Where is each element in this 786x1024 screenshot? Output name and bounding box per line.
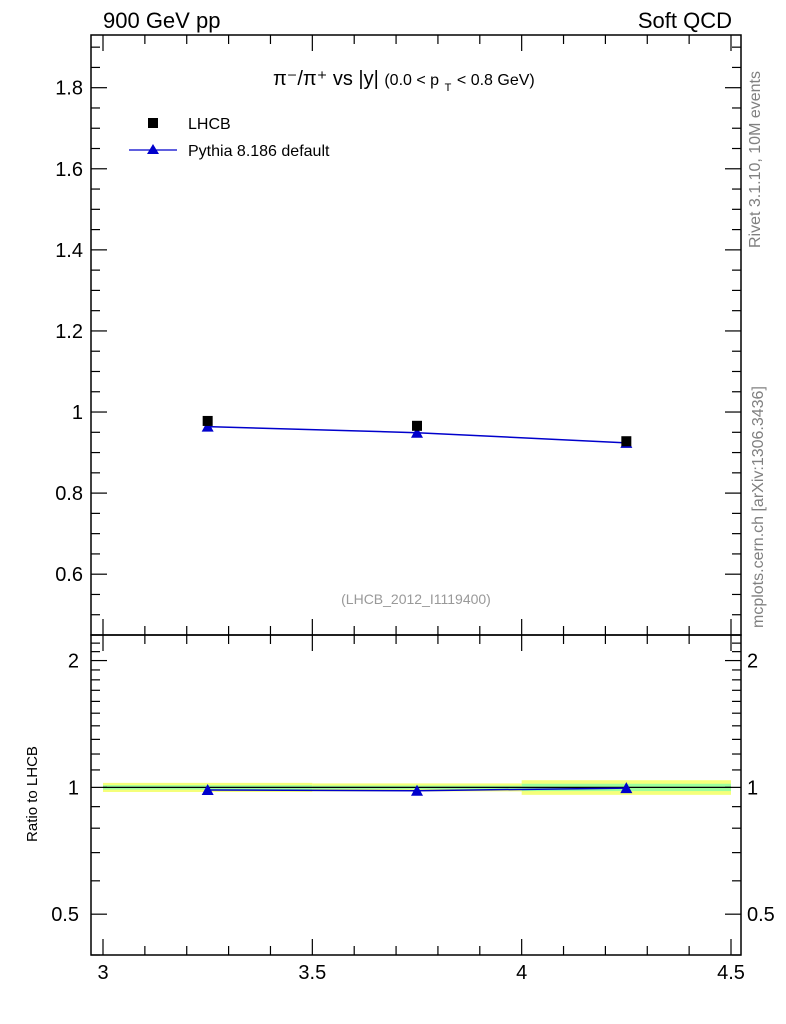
x-tick-label: 4.5 [717, 962, 745, 984]
ratio-panel: 0.5 0.5 1 1 2 2 3 3.5 4 4.5 Ratio to LHCB [24, 634, 775, 984]
title-cut-close: < 0.8 GeV) [457, 72, 535, 89]
ratio-pythia-marker [201, 783, 214, 795]
legend-label-pythia: Pythia 8.186 default [188, 143, 330, 160]
title-cut-open: (0.0 < p [384, 72, 439, 89]
x-tick-label: 3 [97, 962, 108, 984]
ratio-pythia-marker [620, 782, 633, 794]
y-tick-label: 0.6 [55, 564, 83, 586]
x-tick-label: 3.5 [298, 962, 326, 984]
legend-label-lhcb: LHCB [188, 116, 231, 133]
rivet-version-label: Rivet 3.1.10, 10M events [747, 71, 764, 248]
pythia-marker [411, 426, 423, 438]
lhcb-marker [621, 436, 632, 447]
title-quantity: π⁻/π⁺ vs |y| [273, 68, 379, 90]
ratio-y-tick-label-right: 1 [747, 777, 758, 799]
y-tick-label: 1.2 [55, 321, 83, 343]
y-tick-label: 1.8 [55, 78, 83, 100]
ratio-y-tick-label-left: 2 [68, 651, 79, 673]
ratio-y-tick-label-left: 0.5 [51, 904, 79, 926]
legend-marker-lhcb [148, 118, 158, 128]
header-left: 900 GeV pp [103, 8, 220, 33]
legend-marker-pythia [147, 144, 159, 154]
ratio-y-tick-label-right: 0.5 [747, 904, 775, 926]
y-tick-label: 1 [72, 402, 83, 424]
plot-title: π⁻/π⁺ vs |y| (0.0 < p T < 0.8 GeV) [273, 68, 535, 96]
ratio-pythia-marker [411, 784, 423, 796]
ratio-y-tick-label-right: 2 [747, 651, 758, 673]
x-tick-label: 4 [516, 962, 527, 984]
pythia-marker [201, 420, 214, 432]
y-tick-label: 0.8 [55, 483, 83, 505]
legend: LHCB Pythia 8.186 default [129, 116, 330, 160]
analysis-watermark: (LHCB_2012_I1119400) [341, 591, 491, 607]
y-tick-label: 1.4 [55, 240, 83, 262]
mcplots-reference-label: mcplots.cern.ch [arXiv:1306.3436] [750, 386, 767, 628]
header-right: Soft QCD [638, 8, 732, 33]
ratio-panel-frame [90, 634, 742, 956]
title-cut-sub: T [445, 82, 452, 94]
ratio-y-axis-label: Ratio to LHCB [24, 746, 41, 842]
main-panel: 0.6 0.8 1 1.2 1.4 1.6 1.8 π⁻/π⁺ vs |y| (0.0 < … [55, 34, 742, 636]
lhcb-marker [412, 420, 422, 431]
y-tick-label: 1.6 [55, 159, 83, 181]
ratio-y-tick-label-left: 1 [68, 777, 79, 799]
lhcb-marker [202, 415, 213, 426]
